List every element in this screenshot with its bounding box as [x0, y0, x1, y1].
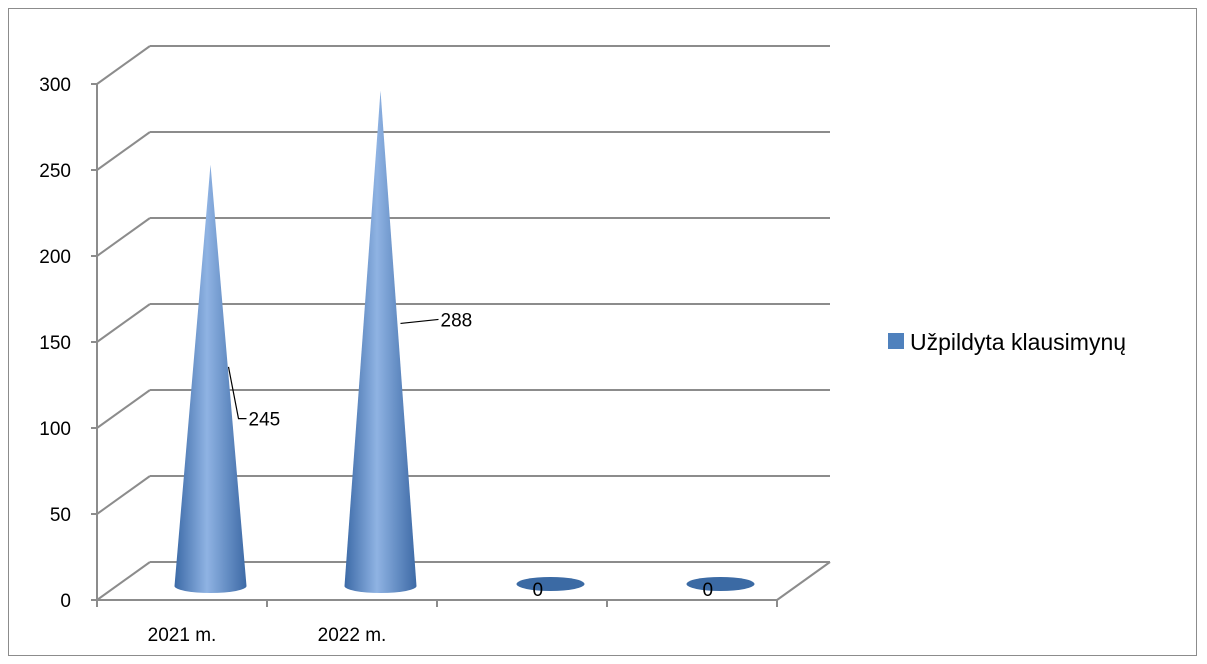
- gridline-depth: [96, 45, 151, 85]
- x-tick-label: 2022 m.: [318, 625, 387, 646]
- y-tick-label: 50: [50, 505, 71, 526]
- data-labels: 245 288 0 0: [227, 310, 714, 601]
- data-label: 0: [533, 580, 544, 601]
- gridline-depth: [96, 303, 151, 343]
- x-tick-label: 2021 m.: [148, 625, 217, 646]
- data-label-leader: [400, 318, 439, 325]
- cone-bar: [174, 164, 247, 593]
- data-label: 288: [441, 310, 473, 331]
- y-tick-label: 150: [39, 333, 71, 354]
- y-tick-label: 300: [39, 75, 71, 96]
- gridline-depth: [96, 217, 151, 257]
- cone-bar: [686, 577, 755, 591]
- y-tick-label: 250: [39, 161, 71, 182]
- gridline-depth: [96, 131, 151, 171]
- gridlines: [96, 45, 830, 515]
- legend-swatch: [888, 333, 904, 349]
- y-tick-label: 0: [60, 591, 71, 612]
- gridline-depth: [96, 475, 151, 515]
- y-tick-label: 100: [39, 419, 71, 440]
- data-label-leader: [227, 366, 247, 420]
- gridline-depth: [96, 389, 151, 429]
- x-tick-labels: 2021 m. 2022 m.: [148, 625, 387, 646]
- y-tick-label: 200: [39, 247, 71, 268]
- floor-edge-left: [96, 561, 151, 601]
- floor-edge-right: [776, 561, 831, 601]
- legend: Užpildyta klausimynų: [888, 329, 1126, 355]
- chart-frame: [8, 8, 1197, 656]
- legend-label: Užpildyta klausimynų: [910, 329, 1126, 355]
- cones: [174, 90, 755, 593]
- y-tick-labels: 0 50 100 150 200 250 300: [39, 75, 71, 612]
- cone-bar: [516, 577, 585, 591]
- axes: [91, 83, 831, 607]
- data-label: 0: [703, 580, 714, 601]
- data-label: 245: [249, 410, 281, 431]
- cone-bar: [344, 90, 417, 593]
